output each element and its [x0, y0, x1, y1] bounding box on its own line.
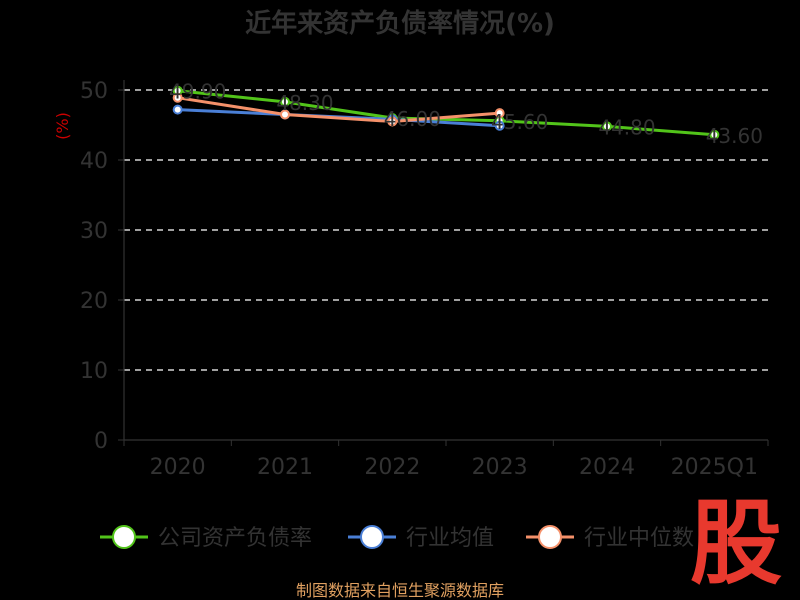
grid-lines: [124, 89, 768, 371]
axes: 0 10 20 30 40 50 2020 2021 2022 2023 2024 2025Q1: [80, 79, 769, 480]
y-tick-label: 0: [94, 429, 108, 454]
y-tick-label: 30: [80, 219, 108, 244]
data-point: [172, 92, 183, 103]
y-tick-label: 50: [80, 79, 108, 104]
y-tick-label: 40: [80, 149, 108, 174]
legend-marker: [112, 525, 136, 549]
legend-marker: [538, 525, 562, 549]
data-label: 46.00: [384, 107, 441, 131]
series-line-2: [177, 96, 500, 123]
data-point: [172, 104, 183, 115]
y-tick-label: 10: [80, 359, 108, 384]
x-tick-label: 2021: [257, 455, 313, 480]
data-label: 44.80: [598, 115, 655, 139]
data-label: 43.60: [706, 124, 763, 148]
data-label: 49.90: [169, 80, 226, 104]
data-point: [387, 116, 398, 127]
data-point: [494, 108, 505, 119]
watermark-logo: 股: [690, 490, 782, 597]
series-line-0: [177, 89, 715, 137]
y-axis-label: (%): [53, 112, 72, 140]
y-tick-label: 20: [80, 289, 108, 314]
legend: 公司资产负债率 行业均值 行业中位数: [100, 525, 694, 551]
data-point: [280, 109, 290, 120]
x-tick-label: 2022: [364, 455, 420, 480]
data-point: [709, 129, 720, 140]
source-note: 制图数据来自恒生聚源数据库: [296, 581, 504, 600]
data-point: [494, 120, 505, 131]
x-tick-label: 2020: [150, 455, 206, 480]
series-lines: 49.90 48.30 46.00 45.60 44.80 43.60: [169, 80, 763, 148]
x-tick-label: 2023: [472, 455, 528, 480]
legend-entry: 行业均值: [406, 526, 494, 551]
x-tick-label: 2024: [579, 455, 635, 480]
data-point: [602, 121, 612, 132]
legend-entry: 行业中位数: [584, 526, 694, 551]
chart-title: 近年来资产负债率情况(%): [245, 8, 555, 39]
data-label: 48.30: [276, 91, 333, 115]
legend-marker: [360, 525, 384, 549]
data-point: [280, 96, 290, 107]
x-tick-label: 2025Q1: [671, 455, 758, 480]
data-label: 45.60: [491, 110, 548, 134]
legend-entry: 公司资产负债率: [158, 526, 312, 551]
